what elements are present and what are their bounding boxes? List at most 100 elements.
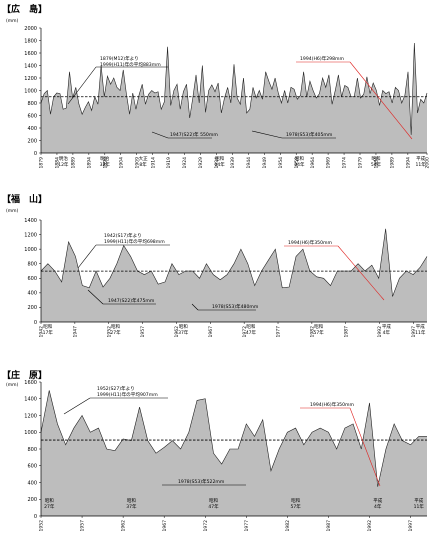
x-tick-label: 1942: [39, 326, 45, 338]
x-tick-label: 1972: [203, 520, 209, 532]
y-tick-label: 400: [27, 480, 37, 486]
era-label: 8年: [139, 161, 147, 168]
y-tick-label: 1200: [24, 232, 37, 238]
era-label: 昭和: [314, 323, 323, 330]
y-tick-label: 600: [27, 113, 37, 119]
era-label: 平成: [373, 497, 382, 504]
unit-label: (mm): [6, 18, 19, 24]
annotation-text: 1994(H6)年298mm: [300, 55, 344, 62]
x-tick-label: 1944: [246, 157, 252, 169]
era-label: 37年: [178, 329, 189, 336]
era-label: 昭和: [295, 155, 304, 162]
x-tick-label: 1957: [80, 520, 86, 532]
rainfall-area: [41, 390, 427, 516]
x-tick-label: 1997: [411, 326, 417, 338]
x-tick-label: 1924: [182, 157, 188, 169]
x-tick-label: 1982: [309, 326, 315, 338]
x-tick-label: 1964: [310, 157, 316, 169]
x-tick-label: 1992: [377, 326, 383, 338]
y-tick-label: 1200: [24, 76, 37, 82]
era-label: 57年: [314, 329, 325, 336]
x-tick-label: 1957: [140, 326, 146, 338]
x-tick-label: 1967: [208, 326, 214, 338]
era-label: 54年: [371, 161, 382, 168]
annotation-leader: [251, 130, 283, 139]
era-label: 11年: [415, 329, 426, 336]
x-tick-label: 1947: [72, 326, 78, 338]
y-tick-label: 1400: [24, 63, 37, 69]
era-label: 34年: [294, 161, 305, 168]
era-label: 12年: [58, 161, 69, 168]
x-tick-label: 1969: [326, 157, 332, 169]
chart-title: 【庄 原】: [2, 369, 47, 381]
era-label: 17年: [43, 329, 54, 336]
y-tick-label: 1000: [24, 247, 37, 253]
era-label: 11年: [416, 161, 427, 168]
annotation-text: 1999(H11)年の平均698mm: [104, 238, 165, 245]
annotation-text: 1942(S17)年より: [104, 232, 142, 239]
x-tick-label: 1884: [55, 157, 61, 169]
y-tick-label: 2000: [24, 26, 37, 32]
era-label: 平成: [416, 155, 425, 162]
unit-label: (mm): [6, 382, 19, 388]
y-tick-label: 1400: [24, 397, 37, 403]
era-label: 平成: [416, 323, 425, 330]
rainfall-line: [40, 228, 428, 297]
y-tick-label: 1200: [24, 413, 37, 419]
era-label: 昭和: [371, 155, 380, 162]
rainfall-area: [41, 43, 427, 153]
x-tick-label: 1967: [162, 520, 168, 532]
y-tick-label: 1400: [24, 218, 37, 224]
x-tick-label: 1977: [276, 326, 282, 338]
hiroshima-chart: 【広 島】 (mm) 0 200 400 600 800 1000 1200 1400 1600 18…: [2, 3, 431, 169]
annotation-leader: [191, 303, 199, 311]
era-label: 平成: [414, 497, 423, 504]
x-tick-label: 1974: [342, 157, 348, 169]
chart-title: 【広 島】: [2, 3, 47, 15]
annotation-text: 1879(M12)年より: [100, 55, 139, 62]
era-label: 平成: [382, 323, 391, 330]
era-label: 47年: [208, 503, 219, 510]
x-tick-label: 1962: [121, 520, 127, 532]
y-tick-label: 400: [27, 126, 37, 132]
annotation-text: 1999(H11)年の平均883mm: [100, 61, 161, 68]
annotation-leader: [349, 61, 413, 140]
annotation-text: 1978(S53)年405mm: [286, 131, 333, 138]
y-tick-label: 200: [27, 138, 37, 144]
annotation-text: 1994(H6)年350mm: [310, 401, 354, 408]
era-label: 明治: [59, 155, 68, 162]
x-tick-label: 1879: [39, 157, 45, 169]
annotation-text: 1947(S22)年475mm: [108, 297, 155, 304]
y-tick-label: 0: [34, 514, 37, 520]
x-tick-label: 1952: [106, 326, 112, 338]
annotation-leader: [349, 407, 381, 487]
x-tick-label: 1984: [374, 157, 380, 169]
era-label: 11年: [414, 503, 425, 510]
x-tick-label: 1992: [367, 520, 373, 532]
x-tick-label: 1904: [118, 157, 124, 169]
y-tick-label: 1600: [24, 51, 37, 57]
x-tick-label: 1994: [405, 157, 411, 169]
x-tick-label: 1909: [134, 157, 140, 169]
annotation-text: 1994(H6)年350mm: [288, 239, 332, 246]
era-label: 37年: [126, 503, 137, 510]
era-label: 昭和: [179, 323, 188, 330]
x-tick-label: 1987: [326, 520, 332, 532]
x-tick-label: 1959: [294, 157, 300, 169]
chart-title: 【福 山】: [2, 193, 47, 205]
y-tick-label: 800: [27, 101, 37, 107]
y-tick-label: 600: [27, 464, 37, 470]
era-label: 27年: [110, 329, 121, 336]
era-label: 4年: [383, 329, 391, 336]
annotation-leader: [77, 244, 97, 269]
era-label: 昭和: [215, 155, 224, 162]
annotation-leader: [67, 66, 97, 105]
x-tick-label: 1989: [390, 157, 396, 169]
era-label: 大正: [139, 155, 148, 162]
x-tick-label: 1939: [230, 157, 236, 169]
y-tick-label: 800: [27, 262, 37, 268]
y-tick-label: 400: [27, 291, 37, 297]
era-label: 27年: [44, 503, 55, 510]
annotation-text: 1947(S22)年 550mm: [170, 131, 218, 138]
y-tick-label: 200: [27, 305, 37, 311]
